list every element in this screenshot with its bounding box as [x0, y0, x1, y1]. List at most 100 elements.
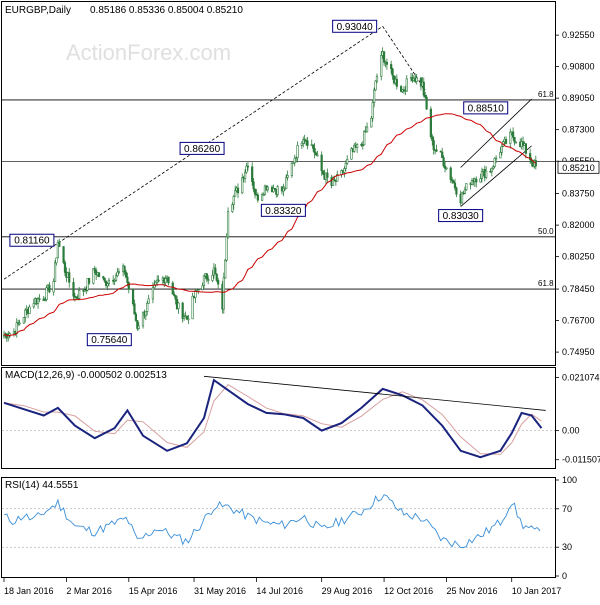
candle	[460, 191, 464, 205]
svg-text:2 Mar 2016: 2 Mar 2016	[66, 586, 112, 596]
candle	[509, 128, 512, 149]
candle	[136, 320, 139, 331]
channel-lower	[460, 145, 532, 207]
candle	[295, 156, 298, 163]
candle	[371, 99, 374, 122]
price-tick: 0.80250	[555, 252, 595, 262]
candle	[302, 136, 305, 148]
candle	[103, 277, 106, 283]
candle	[463, 186, 467, 195]
candle	[290, 161, 293, 179]
candle	[373, 87, 376, 108]
candle	[97, 272, 101, 278]
moving-average-line	[3, 113, 537, 337]
candle	[214, 264, 217, 275]
candle	[405, 75, 408, 92]
candle	[375, 73, 379, 84]
macd-tick: 0.021074	[555, 372, 600, 382]
candle	[211, 270, 214, 283]
candle	[113, 278, 116, 286]
svg-text:0.93040: 0.93040	[337, 22, 374, 33]
macd-signal-line	[3, 384, 542, 455]
watermark: ActionForex.com	[66, 40, 231, 65]
candle	[490, 167, 493, 177]
candle	[321, 170, 325, 176]
price-layer: 61.8 50.0 61.8	[2, 25, 555, 342]
rsi-tick: 0	[555, 571, 567, 581]
candle	[356, 143, 359, 153]
candle	[78, 286, 81, 301]
candle	[395, 74, 398, 90]
candle	[504, 136, 508, 145]
candle	[114, 273, 118, 282]
candle	[344, 160, 347, 172]
candle	[133, 299, 136, 315]
candle	[58, 238, 61, 248]
candle	[391, 67, 394, 80]
candle	[28, 304, 31, 315]
svg-text:0.75640: 0.75640	[91, 335, 128, 346]
candle	[455, 186, 458, 198]
price-tick: 0.89050	[555, 93, 595, 103]
candle	[251, 162, 254, 186]
macd-main-line	[3, 378, 543, 459]
candle	[147, 294, 150, 304]
price-label: 0.88510	[463, 101, 509, 115]
candle	[252, 177, 255, 193]
price-tick: 0.76700	[555, 316, 595, 326]
candle	[174, 295, 177, 305]
candle	[183, 313, 186, 321]
candle	[207, 275, 210, 285]
macd-layer	[2, 375, 555, 459]
macd-trendline	[203, 375, 546, 411]
candle	[53, 260, 57, 283]
candle	[86, 278, 89, 292]
candle	[177, 301, 180, 314]
svg-text:14 Jul 2016: 14 Jul 2016	[256, 586, 303, 596]
price-label: 0.83320	[260, 203, 306, 217]
candle	[93, 265, 96, 274]
candle	[493, 157, 496, 169]
price-label: 0.81160	[9, 233, 55, 247]
candle	[314, 151, 318, 156]
candle	[164, 275, 167, 286]
fib-label: 50.0	[538, 227, 554, 236]
candle	[499, 147, 502, 159]
candle	[131, 288, 135, 307]
candle	[343, 166, 346, 178]
ohlc-label: 0.85186 0.85336 0.85004 0.85210	[90, 5, 243, 16]
candle	[215, 273, 218, 283]
svg-text:-0.011507: -0.011507	[562, 455, 600, 465]
price-annotations: 0.93040 0.88510 0.86260 0.83320 0.83030 0.811…	[9, 19, 509, 347]
candle	[443, 160, 447, 173]
candle	[273, 187, 276, 191]
candle	[18, 319, 21, 326]
candle	[453, 178, 457, 191]
svg-text:15 Apr 2016: 15 Apr 2016	[129, 586, 178, 596]
candle	[361, 141, 364, 150]
channel-upper	[460, 98, 532, 168]
price-tick: 0.87300	[555, 125, 595, 135]
svg-text:0.74950: 0.74950	[562, 347, 595, 357]
x-tick: 25 Nov 2016	[446, 578, 498, 596]
candle	[441, 147, 444, 159]
svg-text:70: 70	[562, 504, 572, 514]
rsi-tick: 30	[555, 542, 572, 552]
candle	[495, 155, 498, 164]
candle	[202, 274, 206, 289]
candle	[205, 273, 208, 283]
svg-text:0.89050: 0.89050	[562, 93, 595, 103]
candle	[475, 176, 478, 188]
candle	[306, 136, 309, 150]
x-tick: 10 Jan 2017	[511, 578, 561, 596]
candle	[137, 322, 140, 331]
x-tick: 15 Apr 2016	[128, 578, 178, 596]
candle	[256, 192, 259, 203]
candle	[117, 268, 120, 275]
svg-text:29 Aug 2016: 29 Aug 2016	[322, 586, 373, 596]
candle	[191, 292, 194, 320]
svg-text:0.83320: 0.83320	[265, 206, 302, 217]
candle	[512, 127, 515, 141]
candle	[293, 154, 296, 167]
